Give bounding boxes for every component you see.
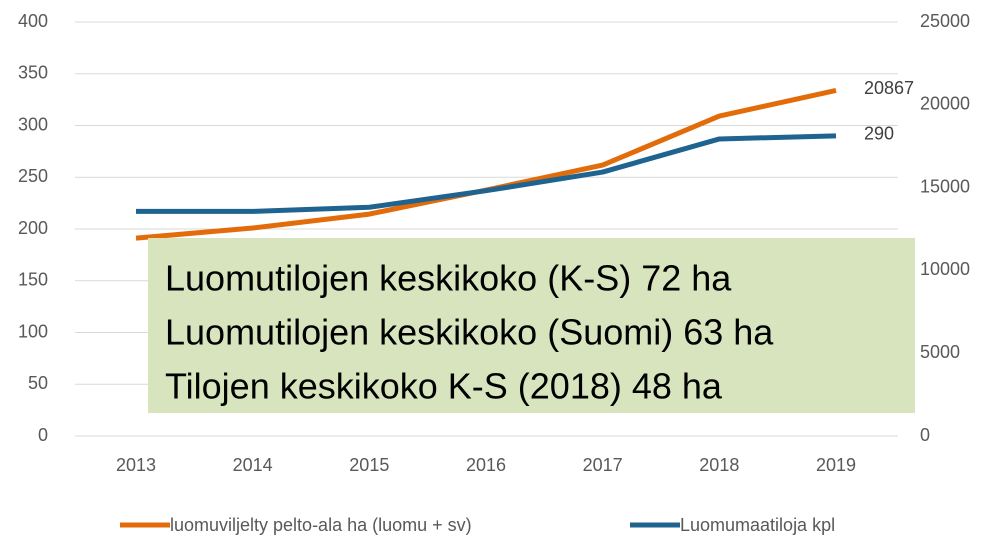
y2-tick-label: 20000 — [920, 94, 970, 114]
annotation-box — [148, 238, 915, 413]
x-tick-label: 2015 — [349, 455, 389, 475]
y-tick-label: 200 — [18, 218, 48, 238]
x-tick-label: 2018 — [699, 455, 739, 475]
legend-label: Luomumaatiloja kpl — [680, 515, 835, 535]
y-tick-label: 400 — [18, 11, 48, 31]
y-tick-label: 350 — [18, 63, 48, 83]
x-tick-label: 2016 — [466, 455, 506, 475]
y2-tick-label: 0 — [920, 425, 930, 445]
annotation: Luomutilojen keskikoko (Suomi) 63 ha — [165, 312, 774, 353]
x-tick-label: 2019 — [816, 455, 856, 475]
series-line — [136, 133, 837, 214]
value-label: 20867 — [864, 78, 914, 98]
annotation: Tilojen keskikoko K-S (2018) 48 ha — [165, 366, 723, 407]
y2-tick-label: 10000 — [920, 259, 970, 279]
legend-label: luomuviljelty pelto-ala ha (luomu + sv) — [170, 515, 472, 535]
x-tick-label: 2014 — [233, 455, 273, 475]
value-label: 290 — [864, 124, 894, 144]
y2-tick-label: 25000 — [920, 11, 970, 31]
annotation: Luomutilojen keskikoko (K-S) 72 ha — [165, 258, 732, 299]
series-line — [135, 88, 837, 241]
y-tick-label: 150 — [18, 270, 48, 290]
y-tick-label: 250 — [18, 166, 48, 186]
x-tick-label: 2013 — [116, 455, 156, 475]
x-tick-label: 2017 — [583, 455, 623, 475]
y-tick-label: 50 — [28, 373, 48, 393]
y2-tick-label: 5000 — [920, 342, 960, 362]
y-tick-label: 100 — [18, 321, 48, 341]
y-tick-label: 0 — [38, 425, 48, 445]
y2-tick-label: 15000 — [920, 176, 970, 196]
y-tick-label: 300 — [18, 114, 48, 134]
